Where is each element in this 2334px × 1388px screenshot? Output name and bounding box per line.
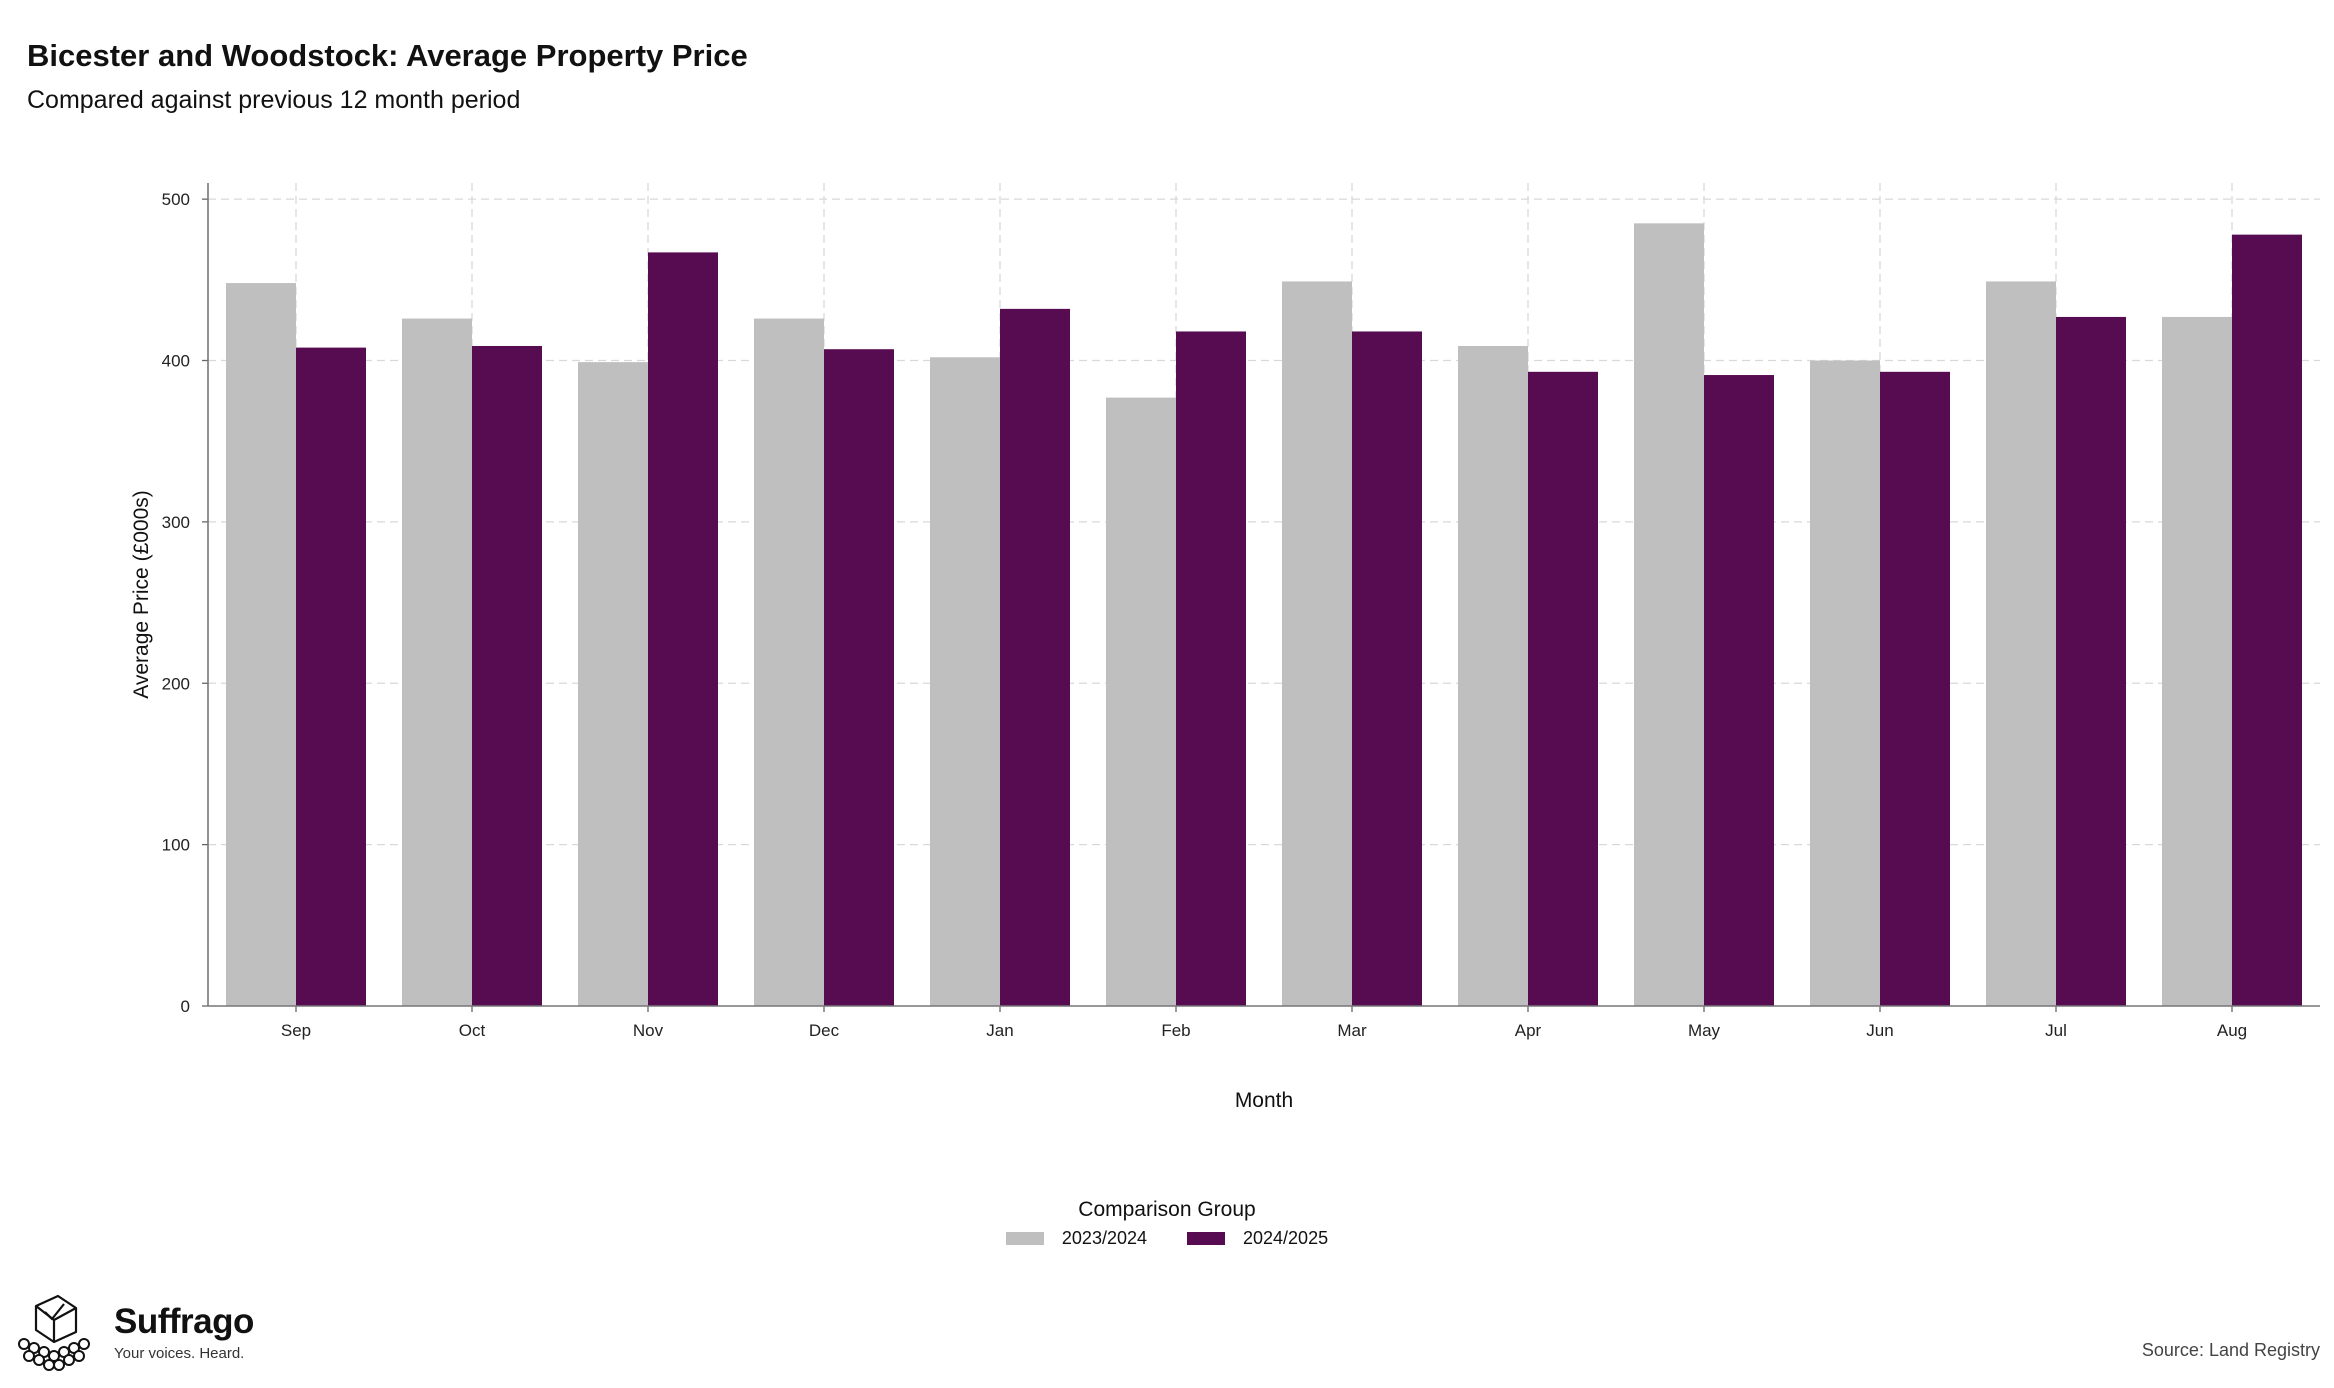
x-tick-label: Apr bbox=[1515, 1021, 1542, 1040]
ballot-box-crowd-icon bbox=[18, 1294, 90, 1371]
axes bbox=[202, 183, 2320, 1012]
chart-subtitle: Compared against previous 12 month perio… bbox=[27, 86, 521, 114]
y-axis-title: Average Price (£000s) bbox=[130, 490, 153, 699]
y-tick-label: 0 bbox=[181, 997, 190, 1016]
y-tick-label: 100 bbox=[162, 836, 190, 855]
y-tick-label: 400 bbox=[162, 352, 190, 371]
x-tick-label: Oct bbox=[459, 1021, 486, 1040]
chart-title: Bicester and Woodstock: Average Property… bbox=[27, 38, 748, 73]
bar-2024-2025-apr bbox=[1528, 371, 1598, 1006]
x-tick-label: Jan bbox=[986, 1021, 1013, 1040]
bar-2023-2024-aug bbox=[2162, 316, 2232, 1006]
y-tick-label: 500 bbox=[162, 190, 190, 209]
bar-chart: 0 100 200 300 400 500 Sep Oct Nov Dec Jan Feb Mar Apr… bbox=[130, 183, 2320, 1112]
bar-2023-2024-may bbox=[1634, 223, 1704, 1006]
bar-2024-2025-nov bbox=[648, 252, 718, 1006]
bar-2023-2024-mar bbox=[1282, 281, 1352, 1006]
x-tick-label: Sep bbox=[281, 1021, 311, 1040]
x-tick-label: Feb bbox=[1161, 1021, 1190, 1040]
legend-label-2023-2024: 2023/2024 bbox=[1061, 1228, 1147, 1248]
legend-swatch-2024-2025 bbox=[1187, 1232, 1225, 1245]
legend-swatch-2023-2024 bbox=[1005, 1232, 1044, 1245]
bar-2024-2025-sep bbox=[296, 347, 366, 1007]
brand-name: Suffrago bbox=[114, 1302, 254, 1341]
bar-2024-2025-jan bbox=[1000, 308, 1070, 1006]
bar-2024-2025-may bbox=[1704, 375, 1774, 1006]
bar-2023-2024-oct bbox=[402, 318, 472, 1006]
brand-logo: Suffrago Your voices. Heard. bbox=[14, 1292, 254, 1374]
bar-2024-2025-dec bbox=[824, 349, 894, 1006]
y-tick-label: 300 bbox=[162, 513, 190, 532]
bar-2024-2025-mar bbox=[1352, 331, 1422, 1006]
y-tick-label: 200 bbox=[162, 674, 190, 693]
bar-2023-2024-sep bbox=[226, 283, 296, 1006]
x-tick-label: Mar bbox=[1337, 1021, 1367, 1040]
bar-2023-2024-nov bbox=[578, 362, 648, 1006]
x-tick-label: Jun bbox=[1866, 1021, 1893, 1040]
bar-2023-2024-jul bbox=[1986, 281, 2056, 1006]
bar-2023-2024-dec bbox=[754, 318, 824, 1006]
x-axis-title: Month bbox=[1235, 1089, 1293, 1112]
x-tick-label: Dec bbox=[809, 1021, 840, 1040]
brand-tagline: Your voices. Heard. bbox=[114, 1345, 245, 1362]
bar-2024-2025-aug bbox=[2232, 234, 2302, 1006]
source-note: Source: Land Registry bbox=[2141, 1340, 2320, 1360]
legend-item-2024-2025: 2024/2025 bbox=[1187, 1228, 1328, 1249]
bar-2024-2025-jun bbox=[1880, 371, 1950, 1006]
x-tick-label: Nov bbox=[633, 1021, 664, 1040]
bar-2023-2024-jan bbox=[930, 357, 1000, 1006]
tick-labels: 0 100 200 300 400 500 Sep Oct Nov Dec Jan Feb Mar Apr… bbox=[162, 190, 2248, 1040]
bars bbox=[226, 223, 2302, 1007]
bar-2024-2025-jul bbox=[2056, 316, 2126, 1006]
x-tick-label: May bbox=[1688, 1021, 1721, 1040]
legend-item-2023-2024: 2023/2024 bbox=[1005, 1228, 1147, 1249]
bar-2024-2025-feb bbox=[1176, 331, 1246, 1006]
x-tick-label: Jul bbox=[2045, 1021, 2067, 1040]
legend-items: 2023/2024 2024/2025 bbox=[1005, 1228, 1328, 1249]
legend: Comparison Group 2023/2024 2024/2025 bbox=[0, 1198, 2334, 1250]
bar-2023-2024-feb bbox=[1106, 397, 1176, 1006]
legend-title: Comparison Group bbox=[1078, 1198, 1256, 1221]
brand-text: Suffrago Your voices. Heard. bbox=[114, 1304, 254, 1362]
legend-label-2024-2025: 2024/2025 bbox=[1243, 1228, 1329, 1248]
x-tick-label: Aug bbox=[2217, 1021, 2247, 1040]
bar-2023-2024-apr bbox=[1458, 345, 1528, 1006]
bar-2024-2025-oct bbox=[472, 345, 542, 1006]
bar-2023-2024-jun bbox=[1810, 360, 1880, 1007]
